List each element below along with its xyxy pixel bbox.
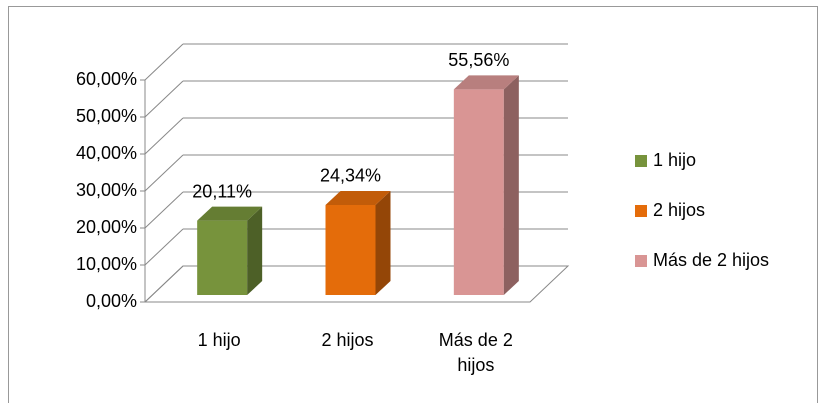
bar [453,75,519,295]
y-tick-label: 30,00% [76,180,137,200]
data-label: 20,11% [192,181,252,201]
data-label: 55,56% [448,50,509,70]
bar-top [453,75,519,90]
bar-front [453,89,504,295]
grid-line [144,80,184,118]
x-tick-label: Más de 2 hijos [438,330,513,375]
bar-front [325,204,376,295]
bar [325,190,391,295]
bar-top [325,190,391,205]
y-tick-label: 20,00% [76,217,137,237]
legend-swatch [635,155,647,167]
bar-side [247,206,263,295]
y-tick-label: 40,00% [76,143,137,163]
bar-side [375,190,391,295]
grid-line [144,265,184,303]
frame [8,6,818,403]
grid-line [144,191,184,229]
legend-swatch [635,205,647,217]
legend-label: 2 hijos [653,200,705,220]
y-tick-label: 50,00% [76,106,137,126]
x-tick-label: 1 hijo [197,330,241,350]
legend-label: Más de 2 hijos [653,250,769,270]
grid-line [144,154,184,192]
legend-label: 1 hijo [653,150,696,170]
bar-side [503,75,519,295]
y-tick-label: 10,00% [76,254,137,274]
bar [197,206,263,295]
bar-front [197,220,248,295]
bar-top [197,206,263,221]
grid-line [144,117,184,155]
grid-line [144,43,184,81]
y-tick-label: 60,00% [76,69,137,89]
legend-swatch [635,255,647,267]
grid-line [144,228,184,266]
data-label: 24,34% [320,166,381,186]
y-tick-label: 0,00% [86,291,137,311]
x-tick-label: 2 hijos [321,330,374,350]
